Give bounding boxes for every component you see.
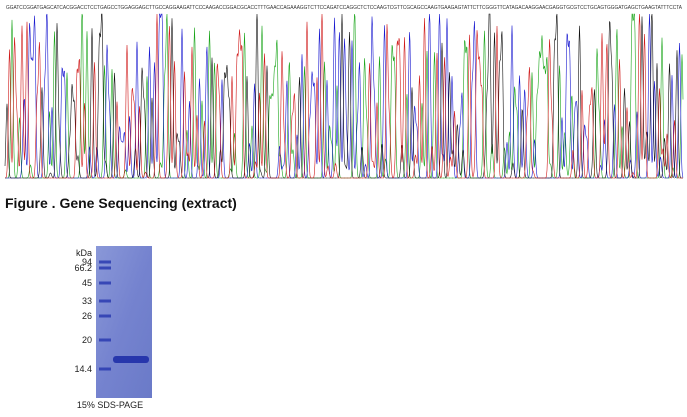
chromatogram xyxy=(4,13,684,179)
trace xyxy=(4,13,683,179)
ladder-band xyxy=(99,299,111,303)
sample-band xyxy=(113,356,149,363)
ladder-band xyxy=(99,281,111,285)
ladder-band xyxy=(99,338,111,342)
gel-label: 15% SDS-PAGE xyxy=(77,400,143,410)
marker-label: 20 xyxy=(82,335,92,345)
ladder-band xyxy=(99,314,111,318)
caption: Figure . Gene Sequencing (extract) xyxy=(5,195,237,211)
marker-label: 66.2 xyxy=(74,263,92,273)
ladder-band xyxy=(99,367,111,371)
unit-label: kDa xyxy=(76,248,92,258)
trace xyxy=(5,13,684,179)
ladder-band xyxy=(99,266,111,270)
ladder-band xyxy=(99,260,111,264)
marker-label: 14.4 xyxy=(74,364,92,374)
marker-label: 45 xyxy=(82,278,92,288)
marker-label: 26 xyxy=(82,311,92,321)
trace xyxy=(4,13,683,179)
sequence: GGATCCGGATGAGCATCACGGACCTCCTGAGCCTGGAGGA… xyxy=(6,5,682,11)
marker-label: 33 xyxy=(82,296,92,306)
marker-label: 94 xyxy=(82,257,92,267)
gel xyxy=(96,246,152,398)
